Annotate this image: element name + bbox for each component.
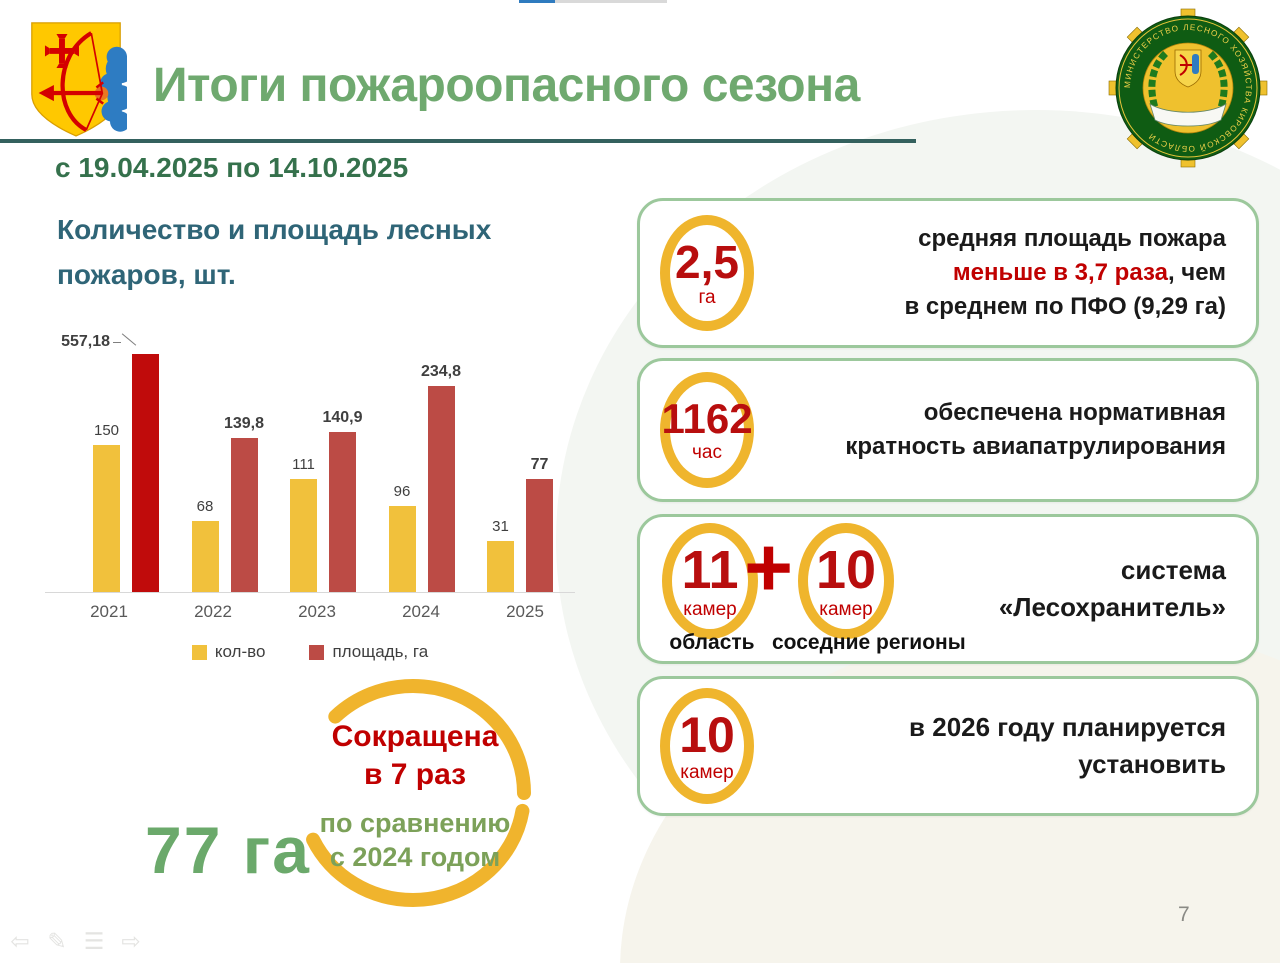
chart-legend: кол-во площадь, га — [45, 642, 575, 662]
card-line: кратность авиапатрулирования — [845, 433, 1226, 460]
bar-кол-во-2023: 111 — [290, 456, 317, 592]
bar-group-2022: 68 139,8 — [191, 415, 264, 592]
card-line: , чем — [1167, 258, 1226, 286]
stat-unit: камер — [683, 599, 737, 620]
bar-кол-во-2022: 68 — [191, 498, 219, 592]
card-text: в 2026 году планируется установить — [754, 709, 1256, 783]
stat-unit: камер — [680, 762, 734, 783]
chart-x-axis: 2021 2022 2023 2024 2025 — [45, 602, 575, 622]
fires-bar-chart: 150 557,18 68 139,8 111 140,9 96 234,8 31 77 2021… — [45, 330, 575, 662]
top-progress-bar-track — [555, 0, 667, 3]
card-text: система «Лесохранитель» — [930, 552, 1256, 626]
bar-площадь, га-2022: 139,8 — [224, 415, 264, 592]
slide-number: 7 — [1178, 903, 1190, 926]
card-line-accent: меньше в 3,7 раза — [952, 258, 1168, 286]
kirov-coat-of-arms-icon — [31, 22, 127, 137]
reduction-text: Сокращена в 7 раз по сравнению с 2024 го… — [300, 718, 530, 875]
legend-item: площадь, га — [309, 642, 428, 662]
page-title: Итоги пожароопасного сезона — [153, 59, 860, 112]
stat-ring: 10 камер — [660, 688, 754, 804]
reduction-line2: в 7 раз — [363, 757, 467, 791]
slideshow-controls: ⇦ ✎ ☰ ⇨ — [8, 928, 143, 955]
stat-ring: 11 камер — [662, 523, 758, 639]
bar-value-label: 31 — [492, 518, 509, 535]
card-line: средняя площадь пожара — [918, 224, 1226, 252]
stat-ring: 2,5 га — [660, 215, 754, 331]
bar-value-label: 111 — [292, 456, 315, 473]
x-axis-label-2025: 2025 — [506, 602, 544, 621]
bar-group-2025: 31 77 — [487, 456, 553, 592]
legend-label: кол-во — [214, 642, 266, 661]
stat-unit: час — [692, 442, 722, 463]
bar-value-label: 96 — [393, 483, 411, 500]
x-axis-label-2022: 2022 — [194, 602, 232, 621]
card-line: обеспечена нормативная — [923, 398, 1226, 426]
bar-площадь, га-2023: 140,9 — [322, 409, 363, 592]
x-axis-label-2021: 2021 — [90, 602, 128, 621]
bar-площадь, га-2021: 557,18 — [61, 333, 159, 592]
card-text: средняя площадь пожара меньше в 3,7 раза… — [754, 222, 1256, 324]
total-area-value: 77 га — [145, 813, 311, 887]
stat-value: 10 — [815, 540, 877, 600]
bar-площадь, га-2025: 77 — [526, 456, 553, 592]
bar-value-label: 140,9 — [322, 409, 363, 426]
stat-ring: 1162 час — [660, 372, 754, 488]
legend-label: площадь, га — [332, 642, 429, 661]
legend-swatch-icon — [191, 644, 207, 660]
card-aviation-patrol: 1162 час обеспечена нормативная кратност… — [637, 358, 1259, 502]
stat-unit: га — [698, 287, 716, 308]
card-lesokhranitel-cameras: 11 камер + 10 камер область соседние рег… — [637, 514, 1259, 664]
bar-group-2024: 96 234,8 — [388, 363, 461, 592]
bar-кол-во-2025: 31 — [487, 518, 514, 592]
card-line: в 2026 году планируется — [909, 712, 1226, 743]
ministry-emblem-icon: МИНИСТЕРСТВО ЛЕСНОГО ХОЗЯЙСТВА КИРОВСКОЙ… — [1108, 8, 1268, 168]
bar-площадь, га-2024: 234,8 — [421, 363, 461, 592]
bar-value-label: 234,8 — [420, 363, 462, 380]
bar-value-label: 139,8 — [223, 415, 265, 432]
x-axis-label-2023: 2023 — [298, 602, 336, 621]
bar-value-label: 557,18 — [61, 333, 121, 350]
card-line: «Лесохранитель» — [998, 592, 1226, 622]
reduction-line4: с 2024 годом — [329, 841, 501, 872]
caption-neighbor-regions: соседние регионы — [772, 631, 966, 654]
pen-icon[interactable]: ✎ — [47, 928, 67, 954]
stat-value: 1162 — [661, 395, 753, 442]
bar-value-label: 68 — [196, 498, 214, 515]
season-date-range: с 19.04.2025 по 14.10.2025 — [55, 152, 409, 183]
chart-title: Количество и площадь лесных пожаров, шт. — [57, 214, 492, 291]
bar-value-label: 77 — [530, 456, 549, 473]
reduction-line1: Сокращена — [331, 720, 499, 753]
reduction-line3: по сравнению — [319, 808, 511, 838]
title-divider — [0, 139, 916, 143]
card-line: в среднем по ПФО (9,29 га) — [904, 293, 1226, 321]
bar-кол-во-2024: 96 — [388, 483, 416, 592]
cameras-cluster: 11 камер + 10 камер область соседние рег… — [640, 517, 966, 661]
bar-кол-во-2021: 150 — [93, 422, 120, 592]
x-axis-label-2024: 2024 — [402, 602, 440, 621]
card-line: система — [1120, 555, 1226, 586]
chart-plot-area: 150 557,18 68 139,8 111 140,9 96 234,8 31 77 — [45, 330, 575, 593]
bar-group-2021: 150 557,18 — [61, 333, 159, 592]
card-average-fire-area: 2,5 га средняя площадь пожара меньше в 3… — [637, 198, 1259, 348]
stat-unit: камер — [819, 599, 873, 620]
bar-group-2023: 111 140,9 — [290, 409, 363, 592]
caption-oblast: область — [669, 631, 755, 654]
legend-item: кол-во — [191, 642, 266, 662]
plus-sign: + — [744, 520, 794, 614]
stat-value: 2,5 — [675, 236, 739, 288]
prev-slide-icon[interactable]: ⇦ — [10, 928, 30, 954]
stat-value: 10 — [679, 707, 735, 763]
top-progress-bar-filled — [519, 0, 555, 3]
card-text: обеспечена нормативная кратность авиапат… — [754, 396, 1256, 464]
card-line: установить — [1078, 749, 1226, 779]
legend-swatch-icon — [309, 644, 325, 660]
stat-ring: 10 камер — [798, 523, 894, 639]
card-planned-cameras-2026: 10 камер в 2026 году планируется установ… — [637, 676, 1259, 816]
menu-icon[interactable]: ☰ — [83, 928, 105, 954]
bar-value-label: 150 — [93, 422, 120, 439]
stat-value: 11 — [681, 540, 739, 600]
reduction-ring-icon — [295, 679, 531, 907]
next-slide-icon[interactable]: ⇨ — [121, 928, 141, 954]
